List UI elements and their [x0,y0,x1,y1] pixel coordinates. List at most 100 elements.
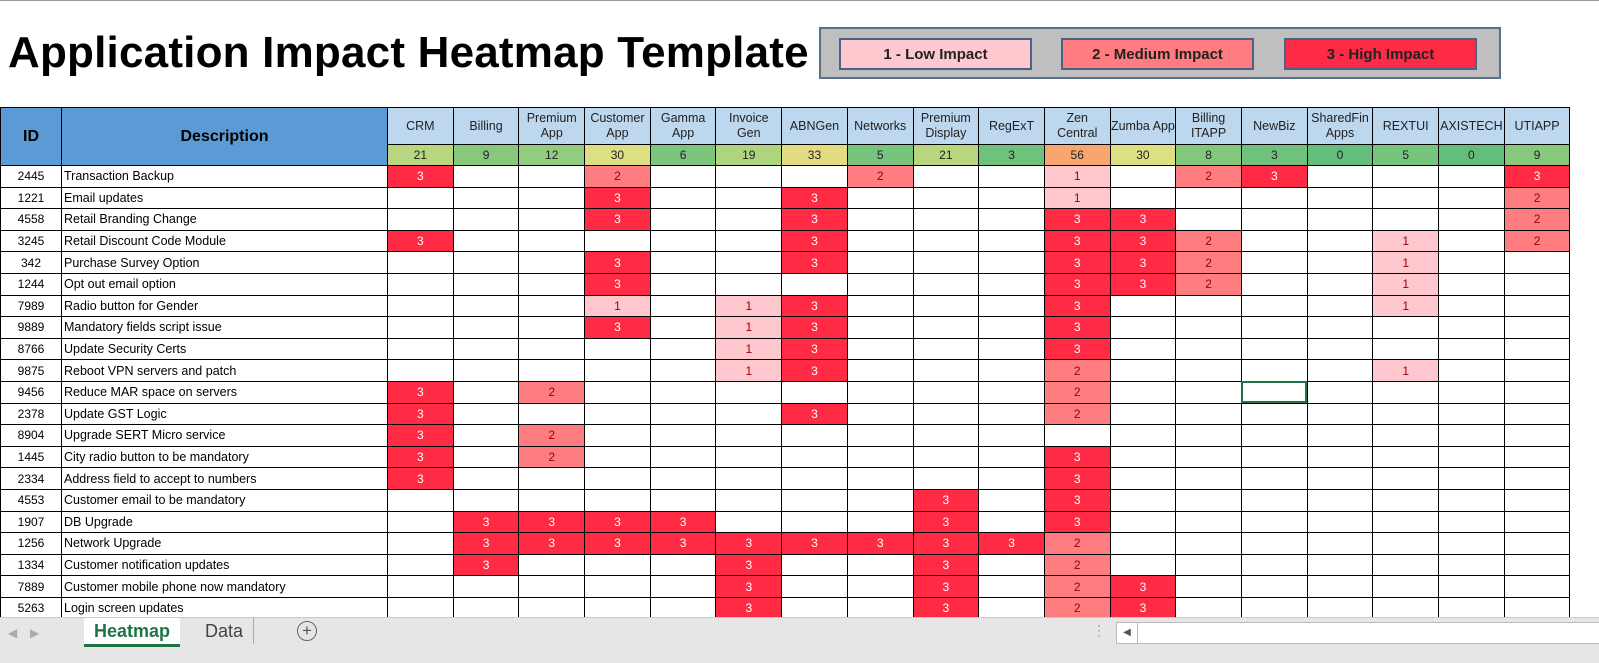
impact-cell[interactable]: 3 [781,208,848,231]
impact-cell[interactable] [387,359,454,382]
impact-cell[interactable]: 3 [978,532,1045,555]
row-id[interactable]: 5263 [0,596,62,620]
impact-cell[interactable] [1175,208,1242,231]
impact-cell[interactable] [1175,294,1242,318]
row-id[interactable]: 3245 [0,229,62,253]
impact-cell[interactable] [1503,575,1571,598]
impact-cell[interactable] [1372,402,1439,426]
impact-cell[interactable] [387,553,454,577]
impact-cell[interactable] [649,186,717,210]
row-description[interactable]: Transaction Backup [61,165,388,188]
impact-cell[interactable]: 3 [912,488,980,512]
impact-cell[interactable] [1109,316,1177,339]
impact-cell[interactable] [1438,532,1505,555]
impact-cell[interactable] [1306,186,1374,210]
impact-cell[interactable] [1175,596,1242,620]
row-id[interactable]: 8904 [0,424,62,447]
impact-cell[interactable] [1372,532,1439,555]
impact-cell[interactable]: 3 [912,596,980,620]
impact-cell[interactable] [912,208,980,231]
app-total[interactable]: 56 [1043,144,1111,166]
impact-cell[interactable] [978,445,1045,469]
impact-cell[interactable] [518,337,586,361]
impact-cell[interactable] [978,337,1045,361]
impact-cell[interactable] [1109,445,1177,469]
row-description[interactable]: Retail Branding Change [61,208,388,231]
impact-cell[interactable] [1175,359,1242,382]
impact-cell[interactable] [1240,208,1308,231]
impact-cell[interactable] [452,424,520,447]
impact-cell[interactable] [584,467,651,490]
impact-cell[interactable] [912,359,980,382]
impact-cell[interactable]: 1 [1372,229,1439,253]
row-description[interactable]: Reboot VPN servers and patch [61,359,388,382]
row-id[interactable]: 1907 [0,510,62,534]
impact-cell[interactable]: 2 [1503,229,1571,253]
impact-cell[interactable] [1109,402,1177,426]
impact-cell[interactable] [584,337,651,361]
impact-cell[interactable] [452,165,520,188]
impact-cell[interactable] [1372,445,1439,469]
app-header[interactable]: UTIAPP [1503,107,1571,145]
impact-cell[interactable] [584,488,651,512]
impact-cell[interactable] [781,445,848,469]
splitter-handle-icon[interactable]: ⋮ [1092,622,1106,638]
impact-cell[interactable]: 3 [584,208,651,231]
app-header[interactable]: SharedFin Apps [1306,107,1374,145]
app-header[interactable]: RegExT [978,107,1045,145]
impact-cell[interactable] [846,359,914,382]
impact-cell[interactable] [715,229,783,253]
impact-cell[interactable] [1372,337,1439,361]
sheet-tab-heatmap[interactable]: Heatmap [84,618,181,647]
row-id[interactable]: 8766 [0,337,62,361]
impact-cell[interactable] [846,337,914,361]
impact-cell[interactable]: 3 [1109,272,1177,296]
impact-cell[interactable] [452,380,520,404]
impact-cell[interactable]: 3 [584,251,651,274]
row-description[interactable]: Update GST Logic [61,402,388,426]
impact-cell[interactable]: 3 [781,294,848,318]
impact-cell[interactable]: 3 [715,532,783,555]
impact-cell[interactable]: 3 [1043,272,1111,296]
impact-cell[interactable] [978,186,1045,210]
impact-cell[interactable] [1306,575,1374,598]
impact-cell[interactable] [387,596,454,620]
impact-cell[interactable] [518,575,586,598]
impact-cell[interactable] [1306,510,1374,534]
impact-cell[interactable]: 3 [781,359,848,382]
impact-cell[interactable] [912,380,980,404]
impact-cell[interactable]: 3 [1043,316,1111,339]
impact-cell[interactable] [781,553,848,577]
impact-cell[interactable] [715,186,783,210]
impact-cell[interactable] [1438,337,1505,361]
impact-cell[interactable] [1372,510,1439,534]
impact-cell[interactable] [387,186,454,210]
impact-cell[interactable]: 3 [584,510,651,534]
impact-cell[interactable] [912,337,980,361]
app-header[interactable]: ABNGen [781,107,848,145]
impact-cell[interactable] [1306,467,1374,490]
impact-cell[interactable] [1240,553,1308,577]
horizontal-scrollbar[interactable]: ◀ [1116,622,1599,644]
impact-cell[interactable] [912,424,980,447]
impact-cell[interactable]: 3 [1043,488,1111,512]
impact-cell[interactable] [1438,229,1505,253]
app-total[interactable]: 30 [1109,144,1177,166]
row-id[interactable]: 9456 [0,380,62,404]
impact-cell[interactable] [1109,359,1177,382]
impact-cell[interactable]: 2 [1503,208,1571,231]
row-description[interactable]: Purchase Survey Option [61,251,388,274]
impact-cell[interactable] [846,380,914,404]
impact-cell[interactable]: 2 [1175,165,1242,188]
impact-cell[interactable] [1306,488,1374,512]
app-header[interactable]: Billing ITAPP [1175,107,1242,145]
impact-cell[interactable] [1438,402,1505,426]
impact-cell[interactable] [1438,208,1505,231]
impact-cell[interactable]: 3 [781,229,848,253]
impact-cell[interactable]: 2 [518,445,586,469]
app-total[interactable]: 19 [715,144,783,166]
impact-cell[interactable] [1438,510,1505,534]
impact-cell[interactable] [1438,596,1505,620]
impact-cell[interactable] [518,165,586,188]
impact-cell[interactable] [649,424,717,447]
